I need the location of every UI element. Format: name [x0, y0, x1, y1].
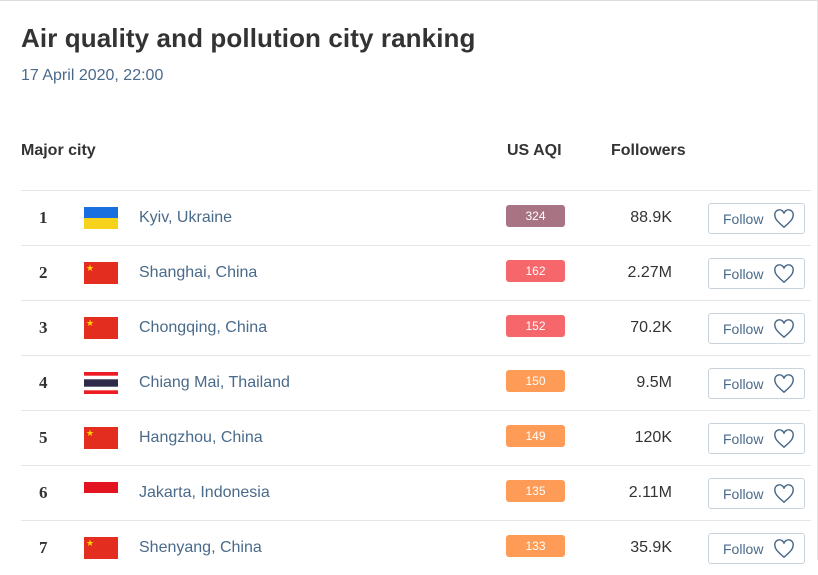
- city-link[interactable]: Shenyang, China: [139, 539, 262, 556]
- ranking-table: 1 Kyiv, Ukraine 324 88.9K Follow 2 ★ Sha…: [21, 190, 811, 575]
- aqi-badge: 149: [506, 425, 565, 447]
- follow-button[interactable]: Follow: [708, 478, 805, 509]
- flag-china-icon: ★: [84, 317, 118, 339]
- follow-button-label: Follow: [723, 486, 764, 502]
- aqi-badge: 324: [506, 205, 565, 227]
- heart-icon: [774, 264, 794, 284]
- flag-indonesia-icon: [84, 482, 118, 504]
- follower-count: 120K: [634, 429, 672, 446]
- follow-button[interactable]: Follow: [708, 258, 805, 289]
- rank-number: 5: [39, 428, 48, 447]
- column-header-followers: Followers: [611, 142, 686, 159]
- follower-count: 9.5M: [636, 374, 672, 391]
- table-row: 5 ★ Hangzhou, China 149 120K Follow: [21, 410, 811, 465]
- flag-china-icon: ★: [84, 537, 118, 559]
- follow-button-label: Follow: [723, 266, 764, 282]
- follow-button[interactable]: Follow: [708, 533, 805, 564]
- page-title: Air quality and pollution city ranking: [21, 23, 476, 53]
- flag-ukraine-icon: [84, 207, 118, 229]
- aqi-badge: 162: [506, 260, 565, 282]
- rank-number: 7: [39, 538, 48, 557]
- table-row: 2 ★ Shanghai, China 162 2.27M Follow: [21, 245, 811, 300]
- heart-icon: [774, 374, 794, 394]
- heart-icon: [774, 539, 794, 559]
- city-link[interactable]: Chiang Mai, Thailand: [139, 374, 290, 391]
- follower-count: 2.11M: [628, 484, 672, 501]
- follow-button-label: Follow: [723, 541, 764, 557]
- flag-china-icon: ★: [84, 427, 118, 449]
- follow-button-label: Follow: [723, 431, 764, 447]
- follow-button-label: Follow: [723, 376, 764, 392]
- svg-text:★: ★: [86, 538, 94, 548]
- heart-icon: [774, 429, 794, 449]
- heart-icon: [774, 319, 794, 339]
- rank-number: 1: [39, 208, 48, 227]
- aqi-badge: 133: [506, 535, 565, 557]
- table-row: 3 ★ Chongqing, China 152 70.2K Follow: [21, 300, 811, 355]
- follower-count: 2.27M: [627, 264, 672, 281]
- svg-text:★: ★: [86, 318, 94, 328]
- follow-button[interactable]: Follow: [708, 203, 805, 234]
- heart-icon: [774, 484, 794, 504]
- flag-thailand-icon: [84, 372, 118, 394]
- rank-number: 6: [39, 483, 48, 502]
- rank-number: 2: [39, 263, 48, 282]
- heart-icon: [774, 209, 794, 229]
- table-row: 6 Jakarta, Indonesia 135 2.11M Follow: [21, 465, 811, 520]
- table-row: 1 Kyiv, Ukraine 324 88.9K Follow: [21, 190, 811, 245]
- follow-button[interactable]: Follow: [708, 313, 805, 344]
- city-link[interactable]: Jakarta, Indonesia: [139, 484, 270, 501]
- column-header-aqi: US AQI: [507, 142, 562, 159]
- rank-number: 4: [39, 373, 48, 392]
- city-link[interactable]: Hangzhou, China: [139, 429, 263, 446]
- aqi-badge: 150: [506, 370, 565, 392]
- page-timestamp: 17 April 2020, 22:00: [21, 67, 164, 84]
- aqi-badge: 152: [506, 315, 565, 337]
- follower-count: 70.2K: [630, 319, 672, 336]
- aqi-badge: 135: [506, 480, 565, 502]
- follower-count: 88.9K: [630, 209, 672, 226]
- follow-button-label: Follow: [723, 211, 764, 227]
- follow-button[interactable]: Follow: [708, 368, 805, 399]
- follow-button-label: Follow: [723, 321, 764, 337]
- follower-count: 35.9K: [630, 539, 672, 556]
- table-row: 7 ★ Shenyang, China 133 35.9K Follow: [21, 520, 811, 575]
- city-link[interactable]: Shanghai, China: [139, 264, 258, 281]
- rank-number: 3: [39, 318, 48, 337]
- column-header-city: Major city: [21, 142, 96, 159]
- svg-text:★: ★: [86, 428, 94, 438]
- svg-text:★: ★: [86, 263, 94, 273]
- flag-china-icon: ★: [84, 262, 118, 284]
- city-link[interactable]: Kyiv, Ukraine: [139, 209, 233, 226]
- city-link[interactable]: Chongqing, China: [139, 319, 268, 336]
- table-row: 4 Chiang Mai, Thailand 150 9.5M Follow: [21, 355, 811, 410]
- follow-button[interactable]: Follow: [708, 423, 805, 454]
